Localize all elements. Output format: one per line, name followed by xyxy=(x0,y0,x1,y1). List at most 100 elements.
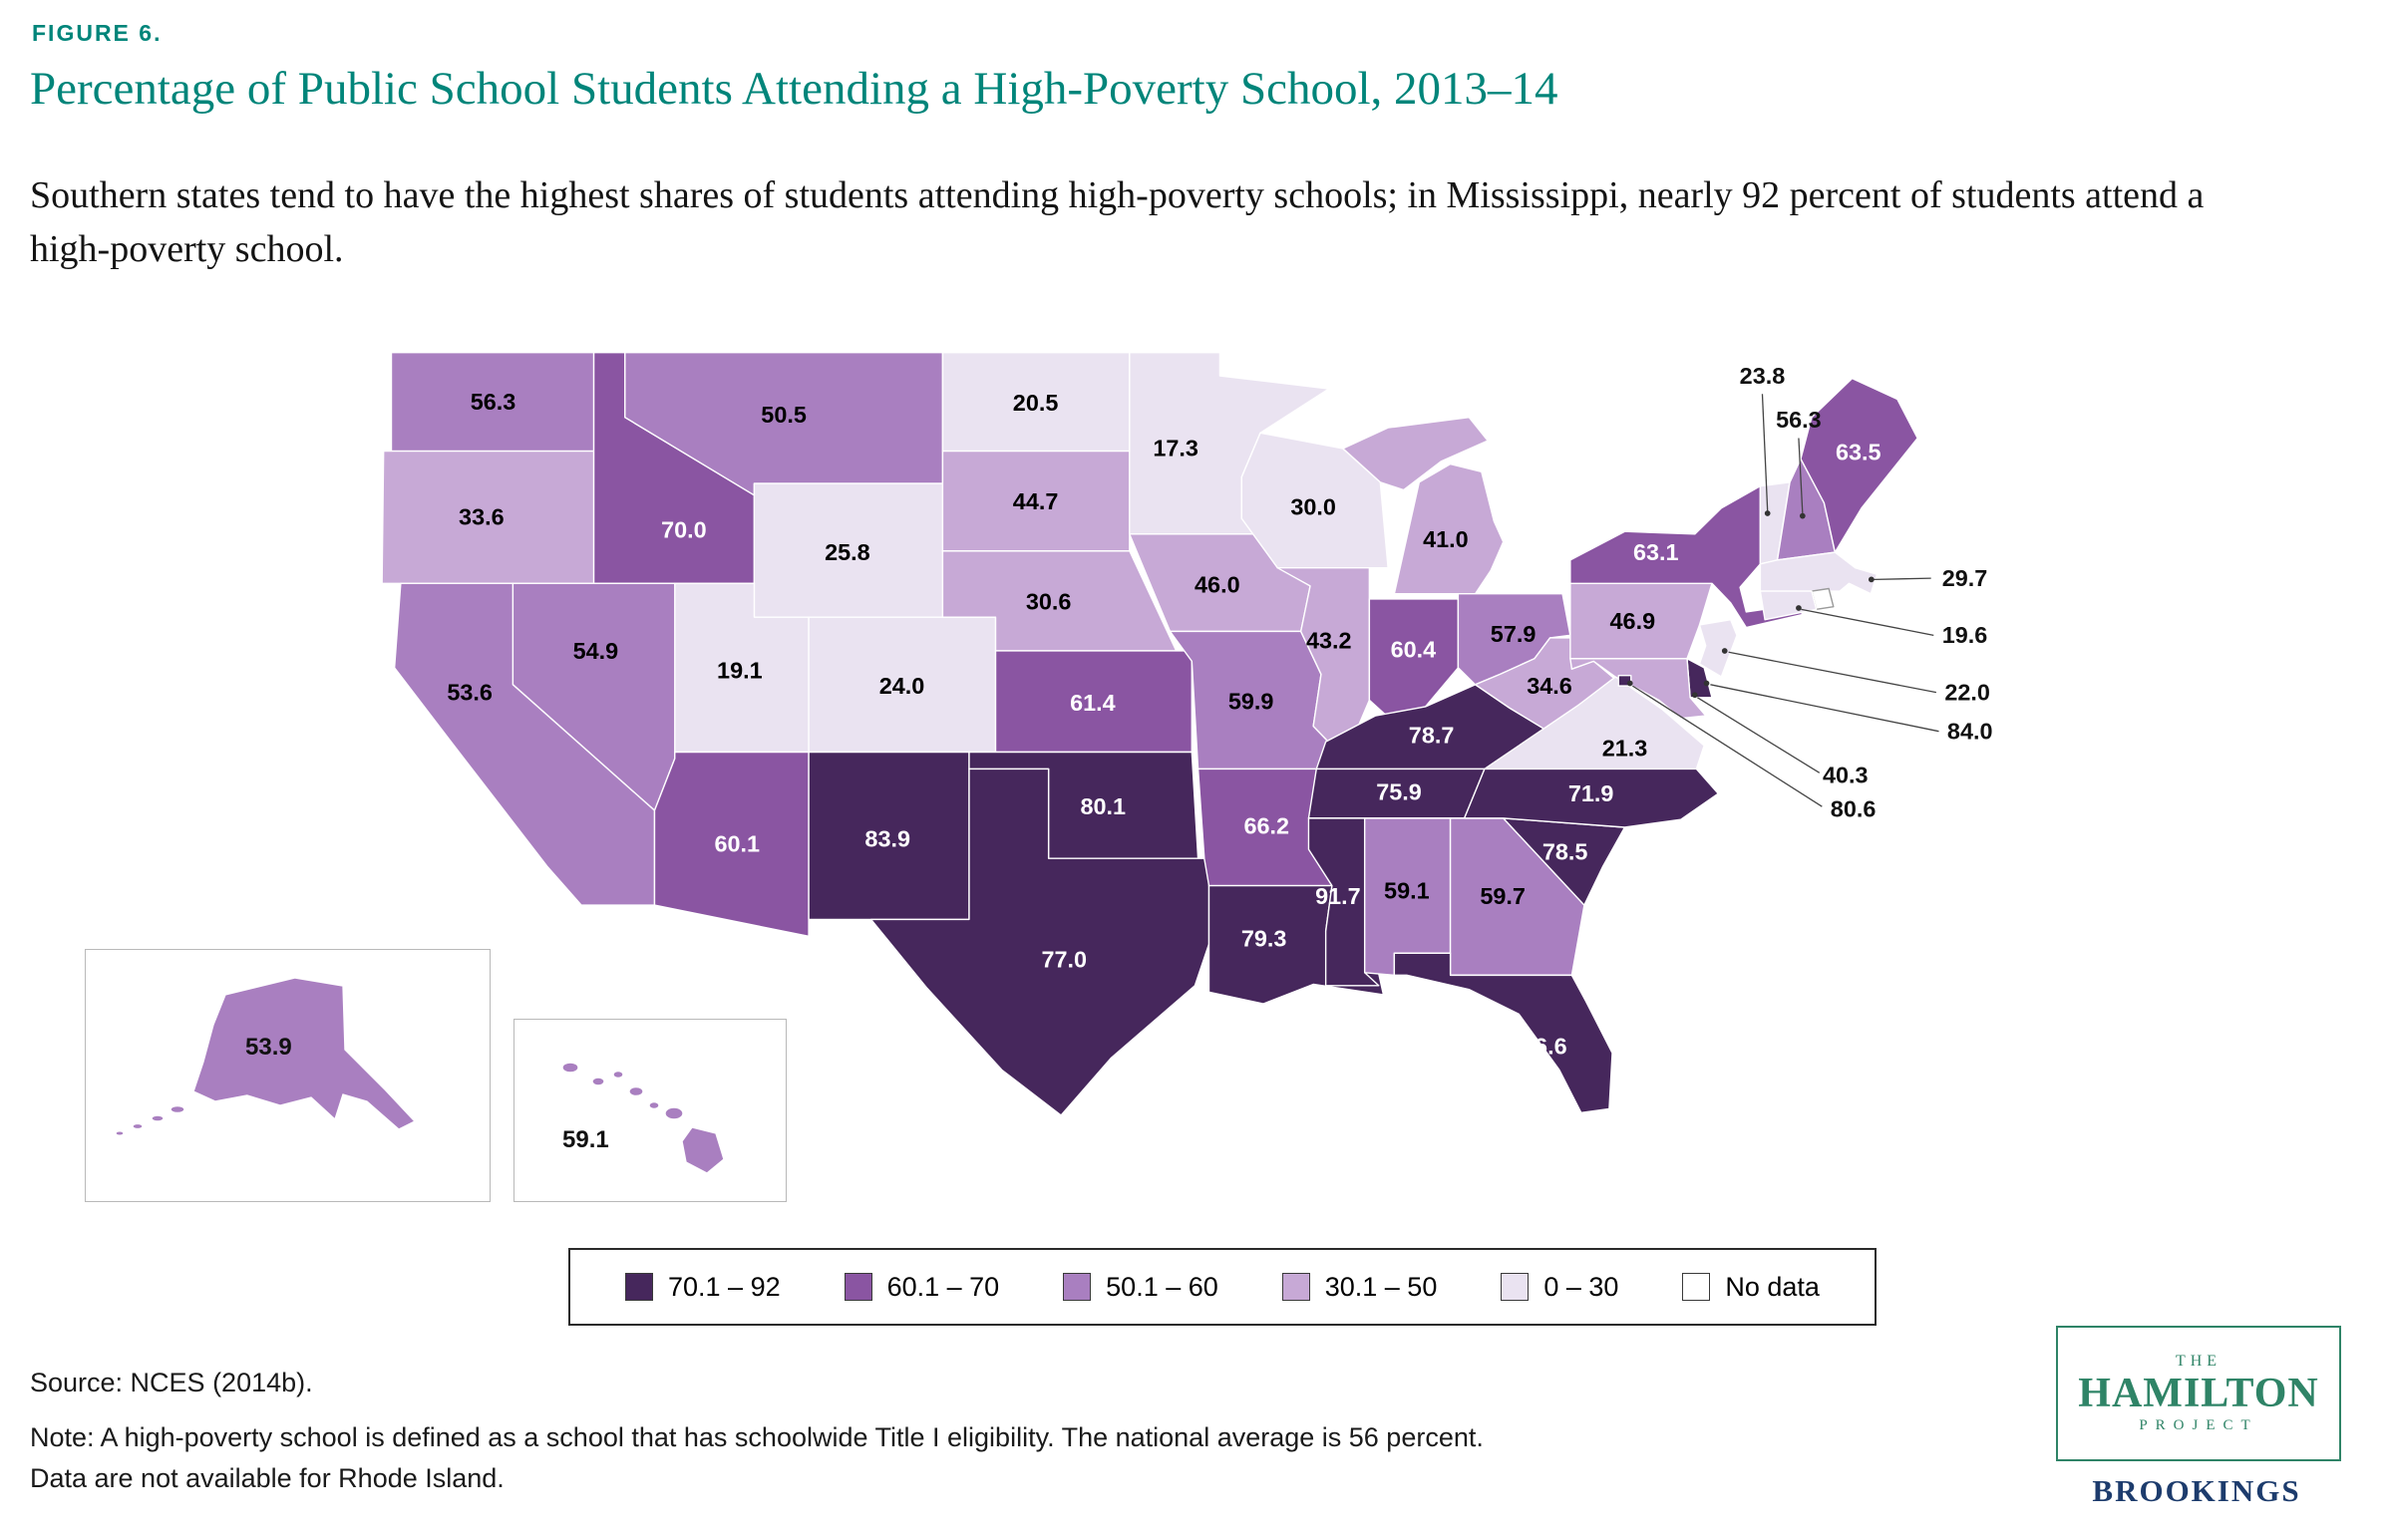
figure-note: Note: A high-poverty school is defined a… xyxy=(30,1417,1785,1498)
value-label-oh: 57.9 xyxy=(1491,621,1537,647)
value-label-nv: 54.9 xyxy=(573,638,619,664)
value-label-in: 60.4 xyxy=(1391,636,1437,662)
legend-swatch-bin-1 xyxy=(844,1273,872,1301)
value-label-ms: 91.7 xyxy=(1315,883,1361,909)
value-label-fl: 76.6 xyxy=(1522,1034,1567,1060)
callout-dot-ct xyxy=(1796,605,1802,611)
legend-label-bin-2: 50.1 – 60 xyxy=(1106,1271,1218,1302)
state-shapes-layer xyxy=(382,353,1917,1115)
value-label-al: 59.1 xyxy=(1384,878,1430,904)
value-label-tx: 77.0 xyxy=(1041,947,1087,973)
value-label-me: 63.5 xyxy=(1836,440,1881,465)
legend-swatch-bin-3 xyxy=(1281,1273,1310,1301)
state-michigan-upper xyxy=(1343,418,1488,490)
page-title: Percentage of Public School Students Att… xyxy=(30,63,1558,115)
legend-item-bin-3: 30.1 – 50 xyxy=(1281,1271,1438,1303)
state-value-labels-layer: 56.3 33.6 70.0 50.5 25.8 54.9 19.1 53.6 … xyxy=(447,389,1880,1060)
value-label-wa: 56.3 xyxy=(471,389,516,415)
state-california xyxy=(395,583,655,905)
hawaii-map: 59.1 xyxy=(561,1062,725,1174)
value-label-ca: 53.6 xyxy=(447,679,493,705)
alaska-inset: 53.9 xyxy=(85,949,491,1202)
value-label-wy: 25.8 xyxy=(825,539,870,565)
figure-number: FIGURE 6. xyxy=(32,20,163,46)
callout-label-ct: 19.6 xyxy=(1942,622,1988,648)
callout-layer: 23.8 56.3 29.7 19.6 22.0 84.0 40.3 xyxy=(1626,363,1993,822)
value-label-mo: 59.9 xyxy=(1228,689,1274,715)
hawaii-inset: 59.1 xyxy=(513,1019,787,1202)
brookings-logo: BROOKINGS xyxy=(2092,1473,2301,1508)
state-north-carolina xyxy=(1465,769,1719,827)
callout-dot-md xyxy=(1691,692,1698,699)
value-label-nm: 83.9 xyxy=(864,826,910,852)
value-label-co: 24.0 xyxy=(879,673,925,699)
value-label-ny: 63.1 xyxy=(1633,539,1679,565)
legend-item-bin-1: 60.1 – 70 xyxy=(844,1271,1000,1303)
state-texas xyxy=(871,769,1209,1115)
value-label-tn: 75.9 xyxy=(1376,779,1422,805)
value-label-wv: 34.6 xyxy=(1527,673,1572,699)
callout-line-dc xyxy=(1631,685,1823,807)
callout-label-nh: 56.3 xyxy=(1776,407,1822,433)
us-map-container: 56.3 33.6 70.0 50.5 25.8 54.9 19.1 53.6 … xyxy=(379,337,2014,1167)
logo-the: THE xyxy=(2175,1353,2222,1371)
value-label-ut: 19.1 xyxy=(717,657,763,683)
callout-line-de xyxy=(1710,684,1939,733)
legend-swatch-bin-2 xyxy=(1063,1273,1092,1301)
callout-dot-de xyxy=(1703,680,1710,687)
callout-dot-nj xyxy=(1721,648,1728,654)
legend-item-bin-0: 70.1 – 92 xyxy=(625,1272,781,1303)
legend-item-bin-2: 50.1 – 60 xyxy=(1063,1272,1218,1303)
value-label-va: 21.3 xyxy=(1602,735,1648,761)
state-connecticut xyxy=(1760,591,1816,620)
state-maine xyxy=(1801,379,1917,552)
callout-dot-vt xyxy=(1764,510,1771,516)
value-label-mi: 41.0 xyxy=(1423,526,1469,552)
value-label-id: 70.0 xyxy=(661,517,707,543)
value-label-ar: 66.2 xyxy=(1244,812,1290,838)
value-label-sc: 78.5 xyxy=(1542,839,1588,865)
figure-note-line-1: Note: A high-poverty school is defined a… xyxy=(30,1422,1484,1452)
us-choropleth-map: 56.3 33.6 70.0 50.5 25.8 54.9 19.1 53.6 … xyxy=(379,337,1993,1167)
legend-label-bin-3: 30.1 – 50 xyxy=(1324,1271,1438,1302)
callout-dot-dc xyxy=(1626,680,1633,687)
callout-label-md: 40.3 xyxy=(1823,763,1869,788)
value-label-il: 43.2 xyxy=(1306,627,1352,653)
callout-label-dc: 80.6 xyxy=(1831,796,1877,822)
value-label-ks: 61.4 xyxy=(1070,690,1116,716)
legend-item-bin-4: 0 – 30 xyxy=(1501,1272,1618,1303)
legend-label-bin-0: 70.1 – 92 xyxy=(668,1271,781,1302)
logo-project: PROJECT xyxy=(2139,1416,2258,1433)
hamilton-project-logo: THE HAMILTON PROJECT xyxy=(2056,1326,2341,1461)
value-label-az: 60.1 xyxy=(714,831,760,857)
value-label-hi: 59.1 xyxy=(562,1126,609,1153)
value-label-ia: 46.0 xyxy=(1195,571,1240,597)
value-label-pa: 46.9 xyxy=(1610,608,1656,634)
value-label-ne: 30.6 xyxy=(1026,588,1072,614)
value-label-la: 79.3 xyxy=(1241,926,1287,952)
value-label-or: 33.6 xyxy=(459,504,505,530)
value-label-mt: 50.5 xyxy=(761,402,807,428)
callout-label-ma: 29.7 xyxy=(1942,565,1988,591)
callout-label-de: 84.0 xyxy=(1947,718,1993,744)
state-florida xyxy=(1394,953,1612,1112)
callout-line-vt xyxy=(1761,394,1769,511)
state-new-jersey xyxy=(1699,620,1736,677)
callout-label-vt: 23.8 xyxy=(1740,363,1786,389)
legend-label-bin-4: 0 – 30 xyxy=(1543,1271,1619,1302)
value-label-ok: 80.1 xyxy=(1081,793,1127,819)
legend-label-bin-1: 60.1 – 70 xyxy=(886,1271,1000,1302)
logo-hamilton: HAMILTON xyxy=(2078,1371,2319,1417)
figure-note-line-2: Data are not available for Rhode Island. xyxy=(30,1462,505,1493)
callout-line-md xyxy=(1697,697,1821,773)
callout-line-nj xyxy=(1728,651,1937,694)
callout-line-ct xyxy=(1801,608,1934,636)
legend-swatch-no-data xyxy=(1682,1273,1711,1301)
figure-subtitle: Southern states tend to have the highest… xyxy=(30,174,2205,270)
callout-dot-ma xyxy=(1868,576,1875,583)
map-legend: 70.1 – 92 60.1 – 70 50.1 – 60 30.1 – 50 … xyxy=(568,1248,1877,1326)
value-label-sd: 44.7 xyxy=(1013,488,1059,514)
state-new-york xyxy=(1570,486,1803,628)
legend-item-no-data: No data xyxy=(1682,1272,1820,1303)
